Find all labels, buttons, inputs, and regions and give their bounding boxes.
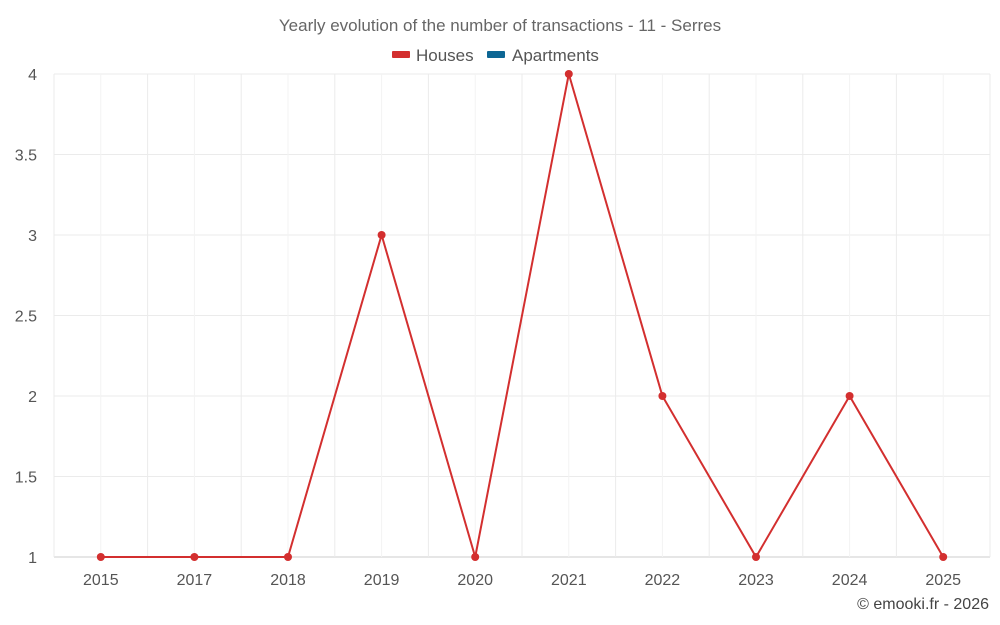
x-tick-label: 2020 — [457, 572, 493, 589]
data-point-houses[interactable] — [96, 553, 105, 561]
data-point-houses[interactable] — [564, 70, 573, 78]
legend-swatch-apartments — [487, 51, 505, 58]
data-point-houses[interactable] — [471, 553, 480, 561]
data-point-houses[interactable] — [284, 553, 292, 561]
legend: Houses Apartments — [392, 46, 599, 65]
data-point-houses[interactable] — [752, 553, 760, 561]
x-tick-label: 2024 — [832, 572, 868, 589]
legend-label-houses: Houses — [416, 46, 474, 65]
y-tick-label: 1 — [28, 550, 37, 567]
y-tick-label: 3 — [28, 228, 37, 245]
y-tick-label: 2 — [28, 389, 37, 406]
x-tick-label: 2017 — [177, 572, 213, 589]
x-axis: 2015 2017 2018 2019 2020 2021 2022 2023 2024 2025 — [83, 572, 961, 589]
y-tick-label: 1.5 — [15, 470, 37, 487]
y-tick-label: 2.5 — [15, 309, 37, 326]
data-point-houses[interactable] — [658, 392, 667, 400]
y-tick-label: 3.5 — [15, 148, 37, 165]
x-tick-label: 2018 — [270, 572, 306, 589]
legend-label-apartments: Apartments — [512, 46, 599, 65]
credit-text: © emooki.fr - 2026 — [857, 596, 989, 613]
series-houses — [96, 70, 948, 561]
y-axis: 1 1.5 2 2.5 3 3.5 4 — [15, 67, 37, 567]
data-point-houses[interactable] — [190, 553, 199, 561]
x-tick-label: 2022 — [645, 572, 681, 589]
x-tick-label: 2021 — [551, 572, 587, 589]
legend-item-houses[interactable]: Houses — [392, 46, 474, 65]
data-point-houses[interactable] — [845, 392, 854, 400]
x-tick-label: 2015 — [83, 572, 119, 589]
data-point-houses[interactable] — [939, 553, 948, 561]
y-tick-label: 4 — [28, 67, 37, 84]
x-tick-label: 2025 — [925, 572, 961, 589]
x-tick-label: 2019 — [364, 572, 400, 589]
data-point-houses[interactable] — [377, 231, 386, 239]
legend-item-apartments[interactable]: Apartments — [487, 46, 599, 65]
legend-swatch-houses — [392, 51, 410, 58]
series-line-houses — [100, 73, 945, 559]
chart-title: Yearly evolution of the number of transa… — [279, 16, 721, 35]
x-tick-label: 2023 — [738, 572, 774, 589]
